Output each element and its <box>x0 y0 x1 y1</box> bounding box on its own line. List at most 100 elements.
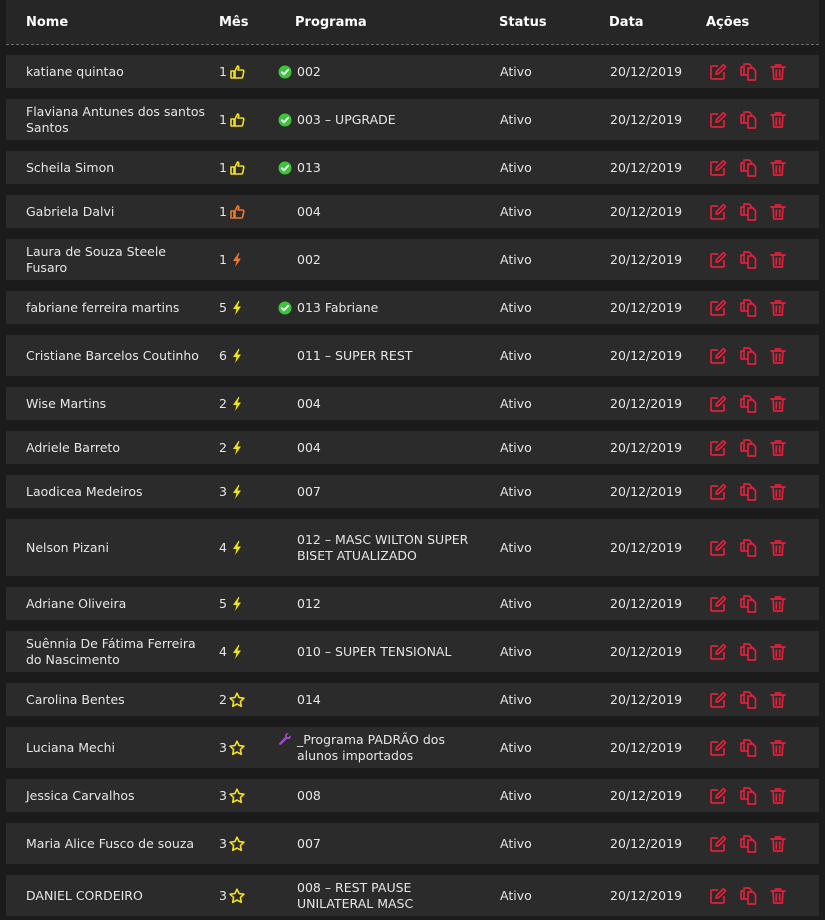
header-status[interactable]: Status <box>499 15 547 30</box>
trash-icon[interactable] <box>768 482 788 502</box>
copy-icon[interactable] <box>738 886 758 906</box>
month-value: 2 <box>219 691 227 707</box>
student-name[interactable]: Luciana Mechi <box>26 739 115 755</box>
copy-icon[interactable] <box>738 690 758 710</box>
copy-icon[interactable] <box>738 834 758 854</box>
edit-icon[interactable] <box>708 158 728 178</box>
trash-icon[interactable] <box>768 438 788 458</box>
copy-icon[interactable] <box>738 250 758 270</box>
student-name[interactable]: Nelson Pizani <box>26 539 109 555</box>
program-name: _Programa PADRÃO dos alunos importados <box>297 731 445 763</box>
month-value: 5 <box>219 595 227 611</box>
student-name[interactable]: Laodicea Medeiros <box>26 483 143 499</box>
table-row: Adriane Oliveira 5 012 Ativo 20/12/2019 <box>6 587 819 620</box>
copy-icon[interactable] <box>738 738 758 758</box>
copy-icon[interactable] <box>738 110 758 130</box>
program-name: 002 <box>297 251 321 267</box>
trash-icon[interactable] <box>768 886 788 906</box>
program-name: 008 – REST PAUSE UNILATERAL MASC <box>297 879 414 911</box>
lightning-bolt-icon <box>229 300 245 316</box>
month-value: 3 <box>219 787 227 803</box>
student-name[interactable]: Flaviana Antunes dos santos Santos <box>26 103 206 135</box>
copy-icon[interactable] <box>738 346 758 366</box>
student-name[interactable]: Maria Alice Fusco de souza <box>26 835 195 851</box>
copy-icon[interactable] <box>738 786 758 806</box>
copy-icon[interactable] <box>738 594 758 614</box>
trash-icon[interactable] <box>768 394 788 414</box>
header-mes[interactable]: Mês <box>219 15 249 30</box>
header-programa[interactable]: Programa <box>295 15 367 30</box>
status-text: Ativo <box>500 787 532 803</box>
copy-icon[interactable] <box>738 298 758 318</box>
copy-icon[interactable] <box>738 642 758 662</box>
copy-icon[interactable] <box>738 394 758 414</box>
copy-icon[interactable] <box>738 482 758 502</box>
edit-icon[interactable] <box>708 538 728 558</box>
student-name[interactable]: DANIEL CORDEIRO <box>26 887 143 903</box>
month-cell: 3 <box>219 484 245 500</box>
edit-icon[interactable] <box>708 886 728 906</box>
edit-icon[interactable] <box>708 202 728 222</box>
actions-cell <box>708 538 788 558</box>
month-cell: 6 <box>219 348 245 364</box>
trash-icon[interactable] <box>768 538 788 558</box>
edit-icon[interactable] <box>708 62 728 82</box>
edit-icon[interactable] <box>708 690 728 710</box>
trash-icon[interactable] <box>768 298 788 318</box>
edit-icon[interactable] <box>708 346 728 366</box>
trash-icon[interactable] <box>768 202 788 222</box>
edit-icon[interactable] <box>708 298 728 318</box>
trash-icon[interactable] <box>768 158 788 178</box>
check-circle-icon <box>278 161 292 175</box>
table-row: Nelson Pizani 4 012 – MASC WILTON SUPER BI… <box>6 519 819 576</box>
student-name[interactable]: Wise Martins <box>26 395 107 411</box>
student-name[interactable]: Cristiane Barcelos Coutinho <box>26 347 199 363</box>
actions-cell <box>708 738 788 758</box>
edit-icon[interactable] <box>708 738 728 758</box>
student-name[interactable]: Adriele Barreto <box>26 439 120 455</box>
edit-icon[interactable] <box>708 110 728 130</box>
header-nome[interactable]: Nome <box>26 15 69 30</box>
trash-icon[interactable] <box>768 346 788 366</box>
trash-icon[interactable] <box>768 62 788 82</box>
student-name[interactable]: Gabriela Dalvi <box>26 203 115 219</box>
status-text: Ativo <box>500 739 532 755</box>
month-value: 3 <box>219 835 227 851</box>
student-name[interactable]: Laura de Souza Steele Fusaro <box>26 243 166 275</box>
edit-icon[interactable] <box>708 250 728 270</box>
student-name[interactable]: Carolina Bentes <box>26 691 125 707</box>
edit-icon[interactable] <box>708 642 728 662</box>
actions-cell <box>708 394 788 414</box>
edit-icon[interactable] <box>708 394 728 414</box>
date-text: 20/12/2019 <box>610 203 683 219</box>
student-name[interactable]: Suênnia De Fátima Ferreira do Nascimento <box>26 635 196 667</box>
edit-icon[interactable] <box>708 438 728 458</box>
copy-icon[interactable] <box>738 202 758 222</box>
student-name[interactable]: Scheila Simon <box>26 159 115 175</box>
month-cell: 1 <box>219 64 245 80</box>
student-name[interactable]: Jessica Carvalhos <box>26 787 135 803</box>
trash-icon[interactable] <box>768 738 788 758</box>
student-name[interactable]: Adriane Oliveira <box>26 595 127 611</box>
copy-icon[interactable] <box>738 62 758 82</box>
edit-icon[interactable] <box>708 834 728 854</box>
copy-icon[interactable] <box>738 438 758 458</box>
trash-icon[interactable] <box>768 642 788 662</box>
date-text: 20/12/2019 <box>610 111 683 127</box>
edit-icon[interactable] <box>708 786 728 806</box>
copy-icon[interactable] <box>738 538 758 558</box>
edit-icon[interactable] <box>708 482 728 502</box>
month-cell: 4 <box>219 644 245 660</box>
header-data[interactable]: Data <box>609 15 644 30</box>
trash-icon[interactable] <box>768 250 788 270</box>
student-name[interactable]: katiane quintao <box>26 63 124 79</box>
trash-icon[interactable] <box>768 690 788 710</box>
trash-icon[interactable] <box>768 834 788 854</box>
trash-icon[interactable] <box>768 110 788 130</box>
student-name[interactable]: fabriane ferreira martins <box>26 299 180 315</box>
copy-icon[interactable] <box>738 158 758 178</box>
edit-icon[interactable] <box>708 594 728 614</box>
check-circle-icon <box>278 301 292 315</box>
trash-icon[interactable] <box>768 594 788 614</box>
trash-icon[interactable] <box>768 786 788 806</box>
